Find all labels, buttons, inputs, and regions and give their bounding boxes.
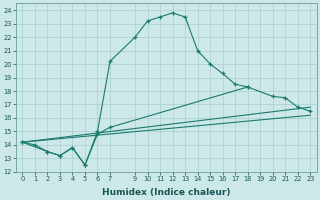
X-axis label: Humidex (Indice chaleur): Humidex (Indice chaleur) bbox=[102, 188, 231, 197]
